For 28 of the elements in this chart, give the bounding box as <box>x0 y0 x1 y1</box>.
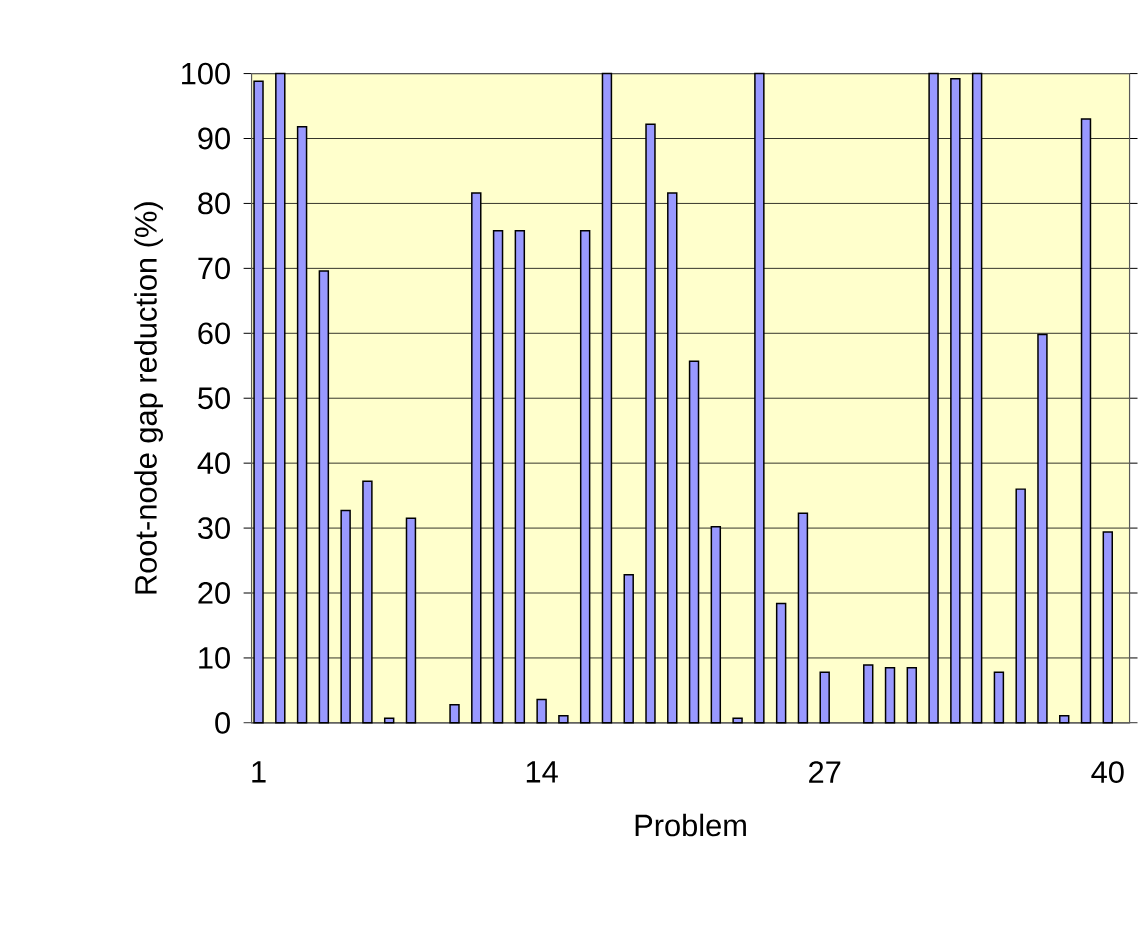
y-tick-label: 10 <box>199 647 230 670</box>
bar <box>993 671 1005 724</box>
x-tick-label: 1 <box>252 761 266 783</box>
y-tick-label: 80 <box>198 192 230 215</box>
bar <box>536 698 547 724</box>
bar <box>732 717 743 724</box>
x-tick-label: 40 <box>1091 761 1124 784</box>
y-tick-label: 50 <box>198 387 230 410</box>
y-tick-label: 70 <box>198 257 230 280</box>
y-tick-label: 100 <box>182 62 230 85</box>
y-tick-label: 30 <box>198 517 230 540</box>
bar <box>863 664 874 724</box>
bar <box>383 717 395 724</box>
bar <box>819 671 830 724</box>
y-tick-label: 40 <box>197 452 230 475</box>
y-tick-label: 90 <box>198 127 230 150</box>
x-axis-title: Problem <box>635 813 746 837</box>
y-axis-title: Root-node gap reduction (%) <box>134 202 163 594</box>
y-tick-label: 20 <box>198 582 230 605</box>
x-tick-label: 14 <box>526 761 558 783</box>
bar <box>1059 715 1070 724</box>
y-tick-label: 60 <box>198 322 230 345</box>
bar <box>884 667 896 724</box>
x-tick-label: 27 <box>809 761 841 783</box>
y-tick-label: 0 <box>215 712 230 734</box>
bar <box>906 667 918 724</box>
bar <box>558 715 569 724</box>
bar <box>449 704 460 724</box>
